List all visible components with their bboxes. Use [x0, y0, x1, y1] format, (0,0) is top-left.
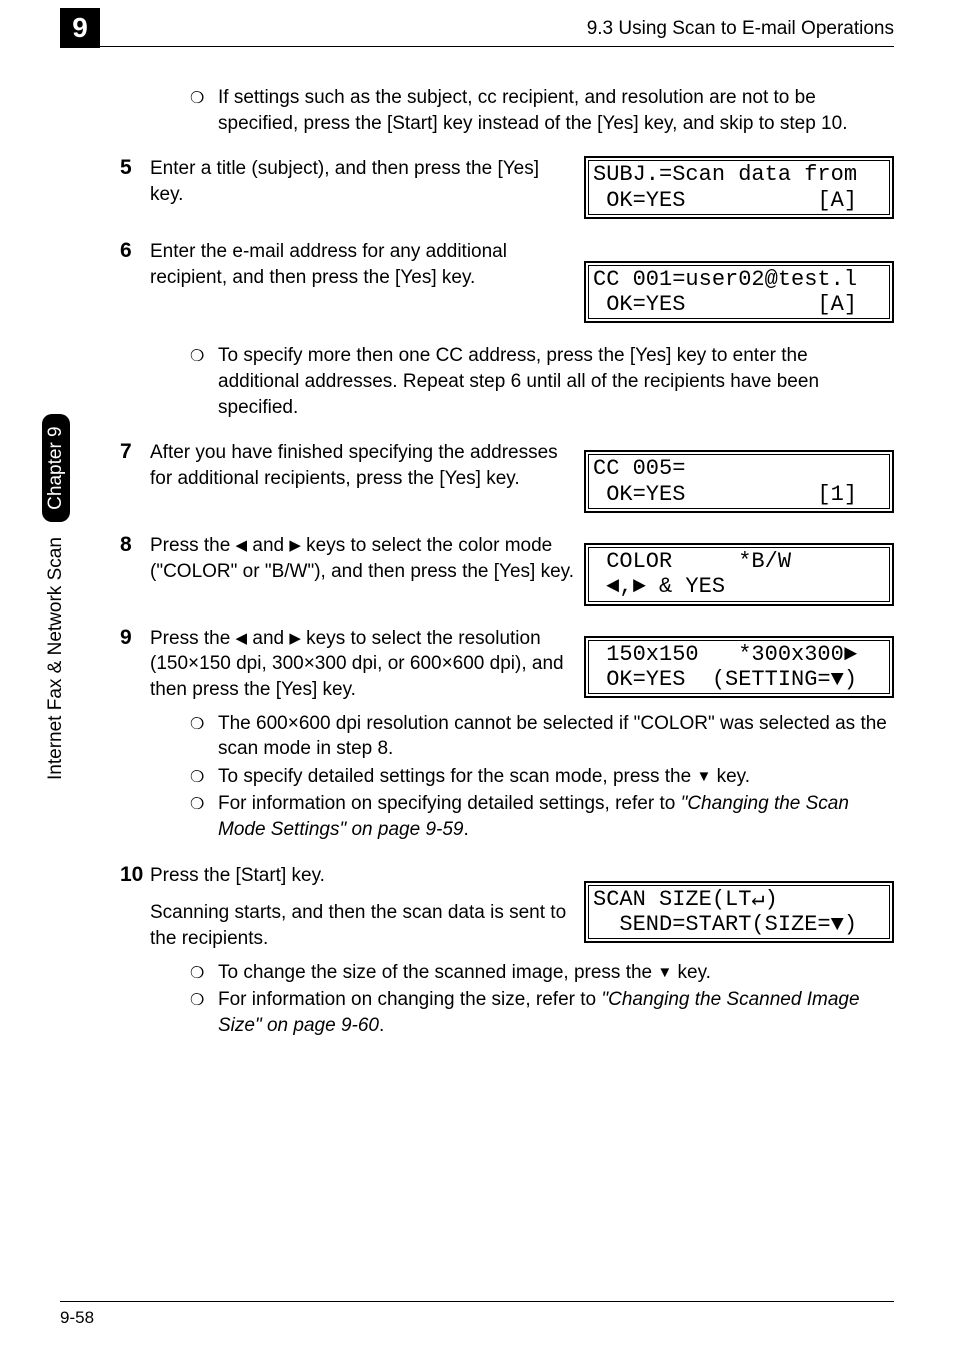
sub-text: For information on specifying detailed s…: [218, 791, 894, 842]
t: To specify detailed settings for the sca…: [218, 766, 696, 787]
bullet-icon: ❍: [190, 791, 218, 842]
step-5: 5 Enter a title (subject), and then pres…: [120, 156, 894, 219]
step-text-1: Press the [Start] key.: [150, 863, 576, 889]
t: For information on specifying detailed s…: [218, 793, 681, 814]
t: To change the size of the scanned image,…: [218, 962, 657, 983]
down-arrow-icon: ▼: [696, 768, 711, 785]
t: key.: [711, 766, 750, 787]
step-text: Press the ◀ and ▶ keys to select the res…: [150, 626, 584, 703]
step-8: 8 Press the ◀ and ▶ keys to select the c…: [120, 533, 894, 606]
lcd-display: SCAN SIZE(LT↵) SEND=START(SIZE=▼): [584, 881, 894, 944]
lcd-line-1: SUBJ.=Scan data from: [593, 162, 885, 187]
intro-text: If settings such as the subject, cc reci…: [218, 85, 894, 136]
step-number: 6: [120, 239, 150, 324]
lcd-line-2: OK=YES (SETTING=▼): [593, 667, 885, 692]
bullet-icon: ❍: [190, 960, 218, 986]
section-title: 9.3 Using Scan to E-mail Operations: [587, 18, 894, 40]
page-number: 9-58: [60, 1308, 94, 1327]
sub-text: The 600×600 dpi resolution cannot be sel…: [218, 711, 894, 762]
lcd-display: CC 005= OK=YES [1]: [584, 450, 894, 513]
down-arrow-icon: ▼: [657, 964, 672, 981]
t: .: [379, 1015, 384, 1036]
step-sub-text: To specify more then one CC address, pre…: [218, 343, 894, 420]
left-arrow-icon: ◀: [236, 630, 248, 647]
sub-text: To specify detailed settings for the sca…: [218, 764, 894, 790]
lcd-line-2: OK=YES [1]: [593, 482, 885, 507]
lcd-display: COLOR *B/W ◄,► & YES: [584, 543, 894, 606]
text-b: and: [247, 628, 289, 649]
step-text: After you have finished specifying the a…: [150, 440, 584, 513]
step-6: 6 Enter the e-mail address for any addit…: [120, 239, 894, 324]
text-b: and: [247, 535, 289, 556]
lcd-line-2: SEND=START(SIZE=▼): [593, 912, 885, 937]
sub-text: For information on changing the size, re…: [218, 987, 894, 1038]
lcd-display: SUBJ.=Scan data from OK=YES [A]: [584, 156, 894, 219]
lcd-line-1: CC 001=user02@test.l: [593, 267, 885, 292]
bullet-icon: ❍: [190, 987, 218, 1038]
lcd-line-2: OK=YES [A]: [593, 188, 885, 213]
step-text: Press the ◀ and ▶ keys to select the col…: [150, 533, 584, 606]
step-7: 7 After you have finished specifying the…: [120, 440, 894, 513]
sidebar-text: Internet Fax & Network Scan Chapter 9: [42, 414, 70, 780]
step-text: Enter the e-mail address for any additio…: [150, 239, 584, 324]
right-arrow-icon: ▶: [289, 537, 301, 554]
bullet-icon: ❍: [190, 764, 218, 790]
t: For information on changing the size, re…: [218, 989, 601, 1010]
text-a: Press the: [150, 628, 236, 649]
lcd-line-2: ◄,► & YES: [593, 574, 885, 599]
step-number: 7: [120, 440, 150, 513]
chapter-pill: Chapter 9: [42, 414, 70, 521]
book-title: Internet Fax & Network Scan: [45, 537, 66, 780]
step-text-2: Scanning starts, and then the scan data …: [150, 900, 576, 951]
t: key.: [672, 962, 711, 983]
lcd-line-2: OK=YES [A]: [593, 292, 885, 317]
step-10: 10 Press the [Start] key. Scanning start…: [120, 863, 894, 952]
left-arrow-icon: ◀: [236, 537, 248, 554]
lcd-line-1: 150x150 *300x300►: [593, 642, 885, 667]
step-number: 10: [120, 863, 150, 952]
t: .: [463, 819, 468, 840]
step-number: 5: [120, 156, 150, 219]
lcd-display: CC 001=user02@test.l OK=YES [A]: [584, 261, 894, 324]
bullet-icon: ❍: [190, 711, 218, 762]
text-a: Press the: [150, 535, 236, 556]
right-arrow-icon: ▶: [289, 630, 301, 647]
bullet-icon: ❍: [190, 85, 218, 136]
step-number: 8: [120, 533, 150, 606]
lcd-display: 150x150 *300x300► OK=YES (SETTING=▼): [584, 636, 894, 699]
step-6-sub: ❍ To specify more then one CC address, p…: [190, 343, 894, 420]
sub-text: To change the size of the scanned image,…: [218, 960, 894, 986]
header-rule: [60, 46, 894, 47]
step-9-subs: ❍ The 600×600 dpi resolution cannot be s…: [190, 711, 894, 843]
lcd-line-1: SCAN SIZE(LT↵): [593, 887, 885, 912]
step-10-subs: ❍ To change the size of the scanned imag…: [190, 960, 894, 1039]
step-text: Press the [Start] key. Scanning starts, …: [150, 863, 584, 952]
lcd-line-1: COLOR *B/W: [593, 549, 885, 574]
step-number: 9: [120, 626, 150, 703]
bullet-icon: ❍: [190, 343, 218, 420]
step-text: Enter a title (subject), and then press …: [150, 156, 584, 219]
step-9: 9 Press the ◀ and ▶ keys to select the r…: [120, 626, 894, 703]
lcd-line-1: CC 005=: [593, 456, 885, 481]
intro-bullet: ❍ If settings such as the subject, cc re…: [190, 85, 894, 136]
footer: 9-58: [60, 1301, 894, 1328]
chapter-tab: 9: [60, 8, 100, 48]
